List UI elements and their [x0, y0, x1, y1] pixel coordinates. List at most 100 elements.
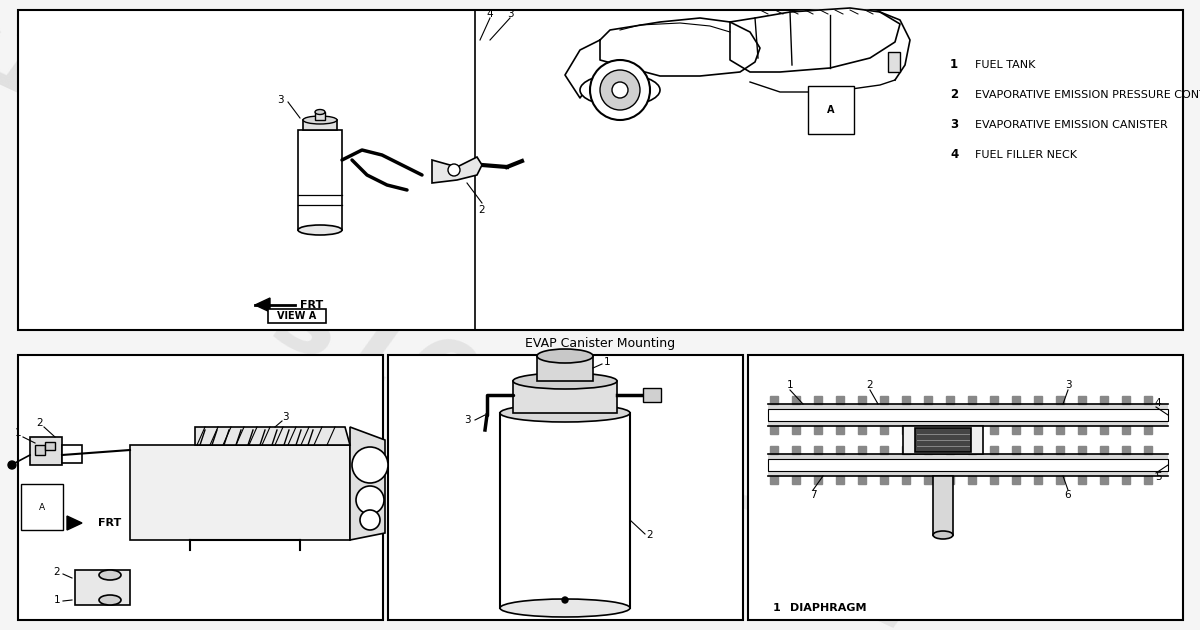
Text: 4: 4 — [950, 149, 959, 161]
Polygon shape — [924, 476, 932, 484]
Text: 3: 3 — [282, 412, 288, 422]
Bar — [500, 413, 630, 608]
Polygon shape — [814, 476, 822, 484]
Polygon shape — [792, 446, 800, 454]
Polygon shape — [990, 476, 998, 484]
Bar — [302, 120, 337, 130]
Polygon shape — [946, 426, 954, 434]
Circle shape — [8, 461, 16, 469]
Polygon shape — [836, 426, 844, 434]
Circle shape — [590, 60, 650, 120]
Bar — [74, 570, 130, 605]
Bar — [314, 112, 325, 120]
Text: 3: 3 — [277, 95, 283, 105]
Text: FUEL FILLER NECK: FUEL FILLER NECK — [974, 150, 1078, 160]
Bar — [35, 445, 46, 455]
Polygon shape — [1056, 396, 1064, 404]
Polygon shape — [1078, 476, 1086, 484]
Polygon shape — [1034, 396, 1042, 404]
Polygon shape — [814, 446, 822, 454]
Polygon shape — [1144, 426, 1152, 434]
Polygon shape — [1122, 396, 1130, 404]
Text: 2: 2 — [866, 380, 874, 390]
Circle shape — [352, 447, 388, 483]
Polygon shape — [902, 396, 910, 404]
Text: 1: 1 — [14, 428, 22, 438]
Polygon shape — [792, 426, 800, 434]
Text: 3: 3 — [950, 118, 958, 132]
Text: s10box.com: s10box.com — [0, 0, 514, 328]
Text: 3: 3 — [506, 9, 514, 19]
Text: A: A — [38, 503, 46, 512]
Circle shape — [356, 486, 384, 514]
Polygon shape — [1034, 446, 1042, 454]
Bar — [538, 356, 593, 381]
Text: FUEL TANK: FUEL TANK — [974, 60, 1036, 70]
Polygon shape — [1012, 476, 1020, 484]
Polygon shape — [67, 516, 82, 530]
Polygon shape — [858, 426, 866, 434]
Polygon shape — [1012, 396, 1020, 404]
Polygon shape — [858, 476, 866, 484]
Polygon shape — [1056, 476, 1064, 484]
Polygon shape — [858, 396, 866, 404]
Polygon shape — [902, 476, 910, 484]
Polygon shape — [1078, 396, 1086, 404]
Polygon shape — [836, 446, 844, 454]
Polygon shape — [968, 476, 976, 484]
Ellipse shape — [314, 110, 325, 115]
Ellipse shape — [500, 404, 630, 422]
Text: 5: 5 — [1154, 472, 1162, 482]
Polygon shape — [792, 476, 800, 484]
Polygon shape — [770, 446, 778, 454]
Polygon shape — [990, 426, 998, 434]
Polygon shape — [1122, 476, 1130, 484]
Polygon shape — [902, 426, 910, 434]
Polygon shape — [350, 427, 385, 540]
Polygon shape — [946, 476, 954, 484]
Ellipse shape — [98, 595, 121, 605]
Polygon shape — [1034, 476, 1042, 484]
Polygon shape — [880, 396, 888, 404]
Circle shape — [612, 82, 628, 98]
Polygon shape — [194, 427, 350, 445]
Polygon shape — [1144, 476, 1152, 484]
Ellipse shape — [580, 74, 660, 106]
Bar — [643, 388, 661, 402]
Text: A: A — [827, 105, 835, 115]
Polygon shape — [1078, 446, 1086, 454]
Polygon shape — [600, 18, 760, 76]
Ellipse shape — [98, 570, 121, 580]
Polygon shape — [924, 446, 932, 454]
Bar — [934, 476, 953, 535]
Text: 2: 2 — [647, 530, 653, 540]
Polygon shape — [1144, 396, 1152, 404]
Polygon shape — [990, 396, 998, 404]
FancyBboxPatch shape — [268, 309, 326, 323]
Polygon shape — [730, 8, 900, 72]
Text: 2: 2 — [37, 418, 43, 428]
Text: FRT: FRT — [98, 518, 121, 528]
Polygon shape — [836, 396, 844, 404]
Polygon shape — [1100, 426, 1108, 434]
Text: 3: 3 — [463, 415, 470, 425]
Polygon shape — [814, 426, 822, 434]
Text: 1: 1 — [604, 357, 611, 367]
Text: 1: 1 — [54, 595, 60, 605]
Circle shape — [562, 597, 568, 603]
Circle shape — [360, 510, 380, 530]
Polygon shape — [946, 446, 954, 454]
Circle shape — [600, 70, 640, 110]
Polygon shape — [770, 476, 778, 484]
Polygon shape — [880, 476, 888, 484]
Polygon shape — [1034, 426, 1042, 434]
Polygon shape — [880, 426, 888, 434]
Polygon shape — [968, 446, 976, 454]
Bar — [388, 355, 743, 620]
Polygon shape — [836, 476, 844, 484]
Ellipse shape — [934, 531, 953, 539]
Ellipse shape — [538, 349, 593, 363]
Text: 4: 4 — [487, 9, 493, 19]
Polygon shape — [1056, 426, 1064, 434]
Polygon shape — [1012, 426, 1020, 434]
